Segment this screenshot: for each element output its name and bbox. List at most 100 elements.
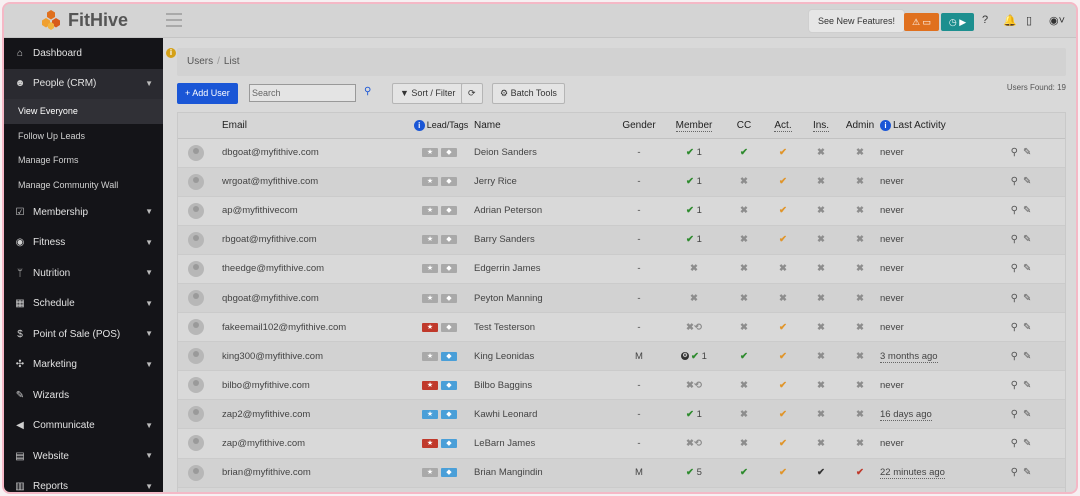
email-cell[interactable]: zap2@myfithive.com	[222, 399, 408, 430]
view-search-icon[interactable]: ⚲	[1010, 263, 1018, 275]
name-cell[interactable]: Barry Sanders	[474, 225, 614, 255]
view-search-icon[interactable]: ⚲	[1010, 437, 1018, 449]
tag-icon[interactable]: ◆	[441, 148, 457, 158]
star-tag-icon[interactable]: ★	[422, 438, 438, 448]
header-admin[interactable]: Admin	[840, 113, 880, 139]
table-row[interactable]: qbgoat@myfithive.com ★ ◆ Peyton Manning - ✖ ✖ ✖…	[178, 283, 1065, 314]
email-cell[interactable]: dbgoat@myfithive.com	[222, 138, 408, 168]
name-cell[interactable]: Jerry Rice	[474, 167, 614, 197]
avatar[interactable]	[188, 435, 204, 452]
star-tag-icon[interactable]: ★	[422, 351, 438, 361]
see-new-features-button[interactable]: See New Features!	[808, 9, 906, 33]
header-member[interactable]: Member	[664, 113, 724, 139]
view-search-icon[interactable]: ⚲	[1010, 176, 1018, 188]
tag-icon[interactable]: ◆	[441, 206, 457, 216]
user-menu-icon[interactable]: ◉˅	[1049, 15, 1066, 27]
table-row[interactable]: zap2@myfithive.com ★ ◆ Kawhi Leonard - ✔ 1 ✖ ✔ ✖…	[178, 399, 1065, 430]
table-row[interactable]: wrgoat@myfithive.com ★ ◆ Jerry Rice - ✔ 1 ✖ ✔ ✖ ✖…	[178, 167, 1065, 197]
name-cell[interactable]: King Leonidas	[474, 341, 614, 372]
tag-icon[interactable]: ◆	[441, 409, 457, 419]
sidebar-subitem-manage-forms[interactable]: Manage Forms	[18, 155, 79, 166]
avatar[interactable]	[188, 202, 204, 219]
name-cell[interactable]: Deion Sanders	[474, 138, 614, 168]
name-cell[interactable]: Bilbo Baggins	[474, 370, 614, 401]
header-act[interactable]: Act.	[764, 113, 802, 139]
star-tag-icon[interactable]: ★	[422, 235, 438, 245]
email-cell[interactable]: ap@myfithivecom	[222, 196, 408, 226]
edit-icon[interactable]: ✎	[1022, 234, 1032, 246]
breadcrumb-users[interactable]: Users	[187, 56, 214, 67]
edit-icon[interactable]: ✎	[1022, 292, 1032, 304]
sidebar-item-wizards[interactable]: ✎ Wizards	[4, 380, 163, 411]
star-tag-icon[interactable]: ★	[422, 177, 438, 187]
avatar[interactable]	[188, 406, 204, 423]
sidebar-item-reports[interactable]: ▥ Reports ▼	[4, 472, 163, 492]
menu-toggle-icon[interactable]	[166, 13, 182, 27]
sidebar-item-website[interactable]: ▤ Website ▼	[4, 441, 163, 472]
tag-icon[interactable]: ◆	[441, 351, 457, 361]
edit-icon[interactable]: ✎	[1022, 467, 1032, 479]
table-row[interactable]: dbgoat@myfithive.com ★ ◆ Deion Sanders - ✔ 1 ✔…	[178, 138, 1065, 168]
avatar[interactable]	[188, 290, 204, 307]
sidebar-item-communicate[interactable]: ◀ Communicate ▼	[4, 411, 163, 442]
table-row[interactable]: king300@myfithive.com ★ ◆ King Leonidas M ⚙ ✔ …	[178, 341, 1065, 372]
edit-icon[interactable]: ✎	[1022, 321, 1032, 333]
email-cell[interactable]: king300@myfithive.com	[222, 341, 408, 372]
search-input[interactable]	[249, 84, 356, 102]
info-icon[interactable]: i	[880, 119, 891, 131]
avatar[interactable]	[188, 144, 204, 161]
table-row[interactable]: brian@myfithive.com ★ ◆ Brian Mangindin M ✔ 5…	[178, 458, 1065, 488]
header-ins[interactable]: Ins.	[802, 113, 840, 139]
header-email[interactable]: Email	[222, 113, 408, 139]
sidebar-item-fitness[interactable]: ◉ Fitness ▼	[4, 228, 163, 259]
view-search-icon[interactable]: ⚲	[1010, 147, 1018, 159]
timer-button[interactable]: ◷ ▶	[941, 13, 974, 31]
sidebar-subitem-view-everyone[interactable]: View Everyone	[4, 99, 163, 124]
table-row[interactable]: ap@myfithivecom ★ ◆ Adrian Peterson - ✔ 1 ✖ ✔ ✖ ✖…	[178, 196, 1065, 226]
tag-icon[interactable]: ◆	[441, 235, 457, 245]
email-cell[interactable]: wrgoat@myfithive.com	[222, 167, 408, 197]
batch-tools-button[interactable]: ⚙ Batch Tools	[492, 83, 565, 104]
view-search-icon[interactable]: ⚲	[1010, 234, 1018, 246]
edit-icon[interactable]: ✎	[1022, 147, 1032, 159]
avatar[interactable]	[188, 260, 204, 277]
email-cell[interactable]: zap@myfithive.com	[222, 428, 408, 459]
view-search-icon[interactable]: ⚲	[1010, 321, 1018, 333]
table-row[interactable]: bilbo@myfithive.com ★ ◆ Bilbo Baggins - ✖⟲ ✖ ✔ ✖…	[178, 370, 1065, 401]
sidebar-item-dashboard[interactable]: ⌂ Dashboard	[4, 38, 163, 69]
star-tag-icon[interactable]: ★	[422, 409, 438, 419]
email-cell[interactable]: bilbo@myfithive.com	[222, 370, 408, 401]
avatar[interactable]	[188, 173, 204, 190]
email-cell[interactable]: rbgoat@myfithive.com	[222, 225, 408, 255]
table-row[interactable]: zap@myfithive.com ★ ◆ LeBarn James - ✖⟲ ✖ ✔ ✖ ✖ ne…	[178, 428, 1065, 459]
sidebar-subitem-follow-up-leads[interactable]: Follow Up Leads	[18, 130, 86, 141]
tag-icon[interactable]: ◆	[441, 380, 457, 390]
table-row[interactable]: fakeemail102@myfithive.com ★ ◆ Test Testers…	[178, 312, 1065, 343]
edit-icon[interactable]: ✎	[1022, 379, 1032, 391]
tag-icon[interactable]: ◆	[441, 293, 457, 303]
avatar[interactable]	[188, 464, 204, 481]
star-tag-icon[interactable]: ★	[422, 322, 438, 332]
email-cell[interactable]: fakeemail102@myfithive.com	[222, 312, 408, 343]
alerts-button[interactable]: ⚠ ▭	[904, 13, 939, 31]
mobile-icon[interactable]: ▯	[1026, 15, 1033, 27]
sidebar-item-membership[interactable]: ☑ Membership ▼	[4, 197, 163, 228]
header-lead-tags[interactable]: i Lead/Tags	[408, 113, 474, 139]
view-search-icon[interactable]: ⚲	[1010, 350, 1018, 362]
add-user-button[interactable]: + Add User	[177, 83, 238, 104]
edit-icon[interactable]: ✎	[1022, 263, 1032, 275]
view-search-icon[interactable]: ⚲	[1010, 379, 1018, 391]
sort-filter-button[interactable]: ▼ Sort / Filter	[392, 83, 464, 104]
tag-icon[interactable]: ◆	[441, 438, 457, 448]
star-tag-icon[interactable]: ★	[422, 380, 438, 390]
sidebar-item-people-crm[interactable]: ☻ People (CRM) ▼	[4, 68, 163, 99]
name-cell[interactable]: Edgerrin James	[474, 254, 614, 284]
star-tag-icon[interactable]: ★	[422, 264, 438, 274]
avatar[interactable]	[188, 319, 204, 336]
name-cell[interactable]: LeBarn James	[474, 428, 614, 459]
sidebar-item-pos[interactable]: $ Point of Sale (POS) ▼	[4, 319, 163, 350]
search-icon[interactable]: ⚲	[364, 86, 372, 97]
edit-icon[interactable]: ✎	[1022, 437, 1032, 449]
edit-icon[interactable]: ✎	[1022, 176, 1032, 188]
refresh-button[interactable]: ⟳	[461, 83, 483, 104]
